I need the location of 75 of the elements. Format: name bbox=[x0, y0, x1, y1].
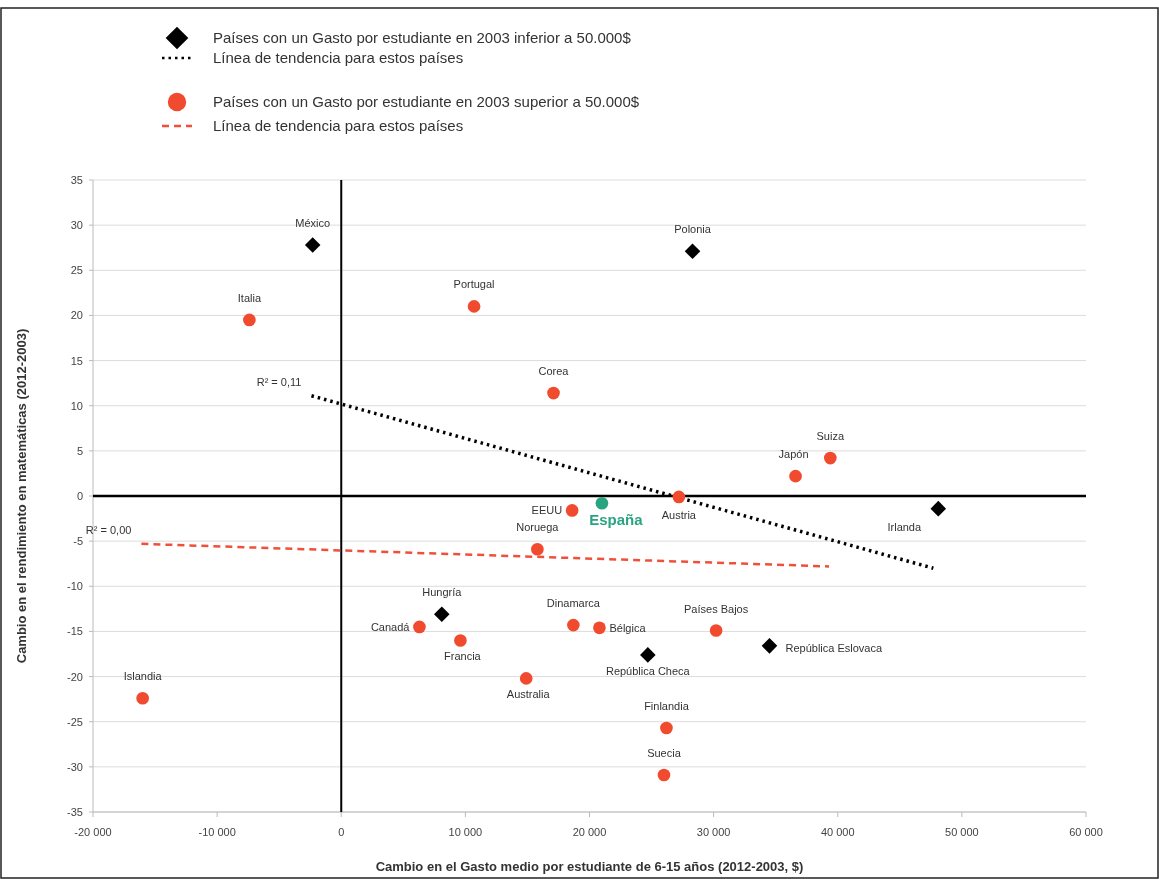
point bbox=[709, 624, 723, 637]
x-tick-label: -20 000 bbox=[74, 826, 112, 838]
data-label: EEUU bbox=[531, 504, 563, 517]
y-tick-label: -15 bbox=[67, 625, 83, 638]
point bbox=[413, 620, 426, 634]
data-label: Suecia bbox=[647, 746, 682, 759]
data-label: Polonia bbox=[674, 223, 712, 236]
legend-label: Países con un Gasto por estudiante en 2003 inferior a 50.000$ bbox=[213, 29, 632, 46]
y-tick-label: 10 bbox=[70, 399, 83, 412]
legend-label: Línea de tendencia para estos países bbox=[213, 117, 464, 134]
y-tick-label: -5 bbox=[73, 535, 83, 548]
y-tick-label: -30 bbox=[67, 760, 83, 773]
legend-label: Línea de tendencia para estos países bbox=[213, 49, 464, 66]
data-label: Finlandia bbox=[644, 700, 690, 713]
data-label: Países Bajos bbox=[684, 602, 749, 615]
annotation: R² = 0,00 bbox=[85, 523, 132, 536]
y-tick-label: 5 bbox=[76, 444, 83, 457]
y-tick-label: -25 bbox=[67, 715, 83, 728]
x-tick-label: 40 000 bbox=[820, 826, 855, 838]
data-label: Islandia bbox=[123, 670, 163, 683]
data-label: Corea bbox=[538, 365, 570, 378]
data-label: Australia bbox=[506, 688, 551, 701]
point bbox=[565, 504, 579, 517]
point bbox=[672, 490, 686, 504]
y-axis-title: Cambio en el rendimiento en matemáticas (2012-2003) bbox=[14, 328, 29, 664]
data-label: Canadá bbox=[370, 620, 411, 633]
y-tick-label: 30 bbox=[70, 219, 83, 232]
data-label: Francia bbox=[444, 650, 482, 663]
point bbox=[593, 621, 606, 635]
point bbox=[823, 451, 837, 465]
x-tick-label: 30 000 bbox=[696, 826, 731, 838]
data-label: Irlanda bbox=[887, 520, 922, 533]
y-tick-label: -20 bbox=[67, 670, 83, 683]
point bbox=[567, 618, 580, 632]
point bbox=[531, 542, 544, 556]
data-label: Italia bbox=[237, 291, 262, 304]
point bbox=[547, 386, 560, 400]
data-label: México bbox=[295, 217, 331, 230]
y-tick-label: 20 bbox=[70, 309, 83, 322]
point bbox=[595, 496, 609, 510]
y-tick-label: -10 bbox=[67, 580, 83, 593]
y-tick-label: 25 bbox=[70, 264, 83, 277]
y-tick-label: 35 bbox=[70, 174, 83, 186]
data-label: España bbox=[589, 511, 644, 529]
x-tick-label: 50 000 bbox=[945, 826, 979, 838]
x-tick-label: 10 000 bbox=[448, 826, 483, 838]
y-tick-label: 15 bbox=[70, 354, 83, 367]
x-tick-label: -10 000 bbox=[198, 826, 236, 838]
y-tick-label: -35 bbox=[67, 806, 83, 818]
data-label: Hungría bbox=[422, 586, 463, 599]
data-label: Austria bbox=[661, 508, 697, 521]
point bbox=[243, 313, 256, 327]
data-label: Bélgica bbox=[609, 621, 647, 634]
data-label: Suiza bbox=[816, 430, 845, 443]
point bbox=[519, 672, 533, 685]
data-label: Dinamarca bbox=[546, 597, 601, 610]
x-tick-label: 20 000 bbox=[572, 826, 607, 838]
data-label: República Checa bbox=[605, 664, 691, 677]
y-tick-label: 0 bbox=[76, 490, 83, 502]
point bbox=[454, 634, 467, 647]
x-tick-label: 60 000 bbox=[1069, 826, 1103, 838]
x-axis-title: Cambio en el Gasto medio por estudiante de 6-15 años (2012-2003, $) bbox=[375, 859, 804, 874]
data-label: Noruega bbox=[516, 521, 560, 534]
legend-label: Países con un Gasto por estudiante en 2003 superior a 50.000$ bbox=[213, 93, 640, 110]
point bbox=[640, 647, 656, 663]
data-label: Japón bbox=[778, 448, 809, 461]
point bbox=[657, 768, 671, 782]
data-label: Portugal bbox=[453, 278, 495, 291]
point bbox=[660, 721, 673, 735]
point bbox=[467, 300, 481, 313]
annotation: R² = 0,11 bbox=[256, 375, 302, 388]
point bbox=[136, 691, 149, 705]
x-tick-label: 0 bbox=[338, 826, 345, 838]
point bbox=[789, 469, 802, 483]
data-label: República Eslovaca bbox=[785, 641, 883, 654]
